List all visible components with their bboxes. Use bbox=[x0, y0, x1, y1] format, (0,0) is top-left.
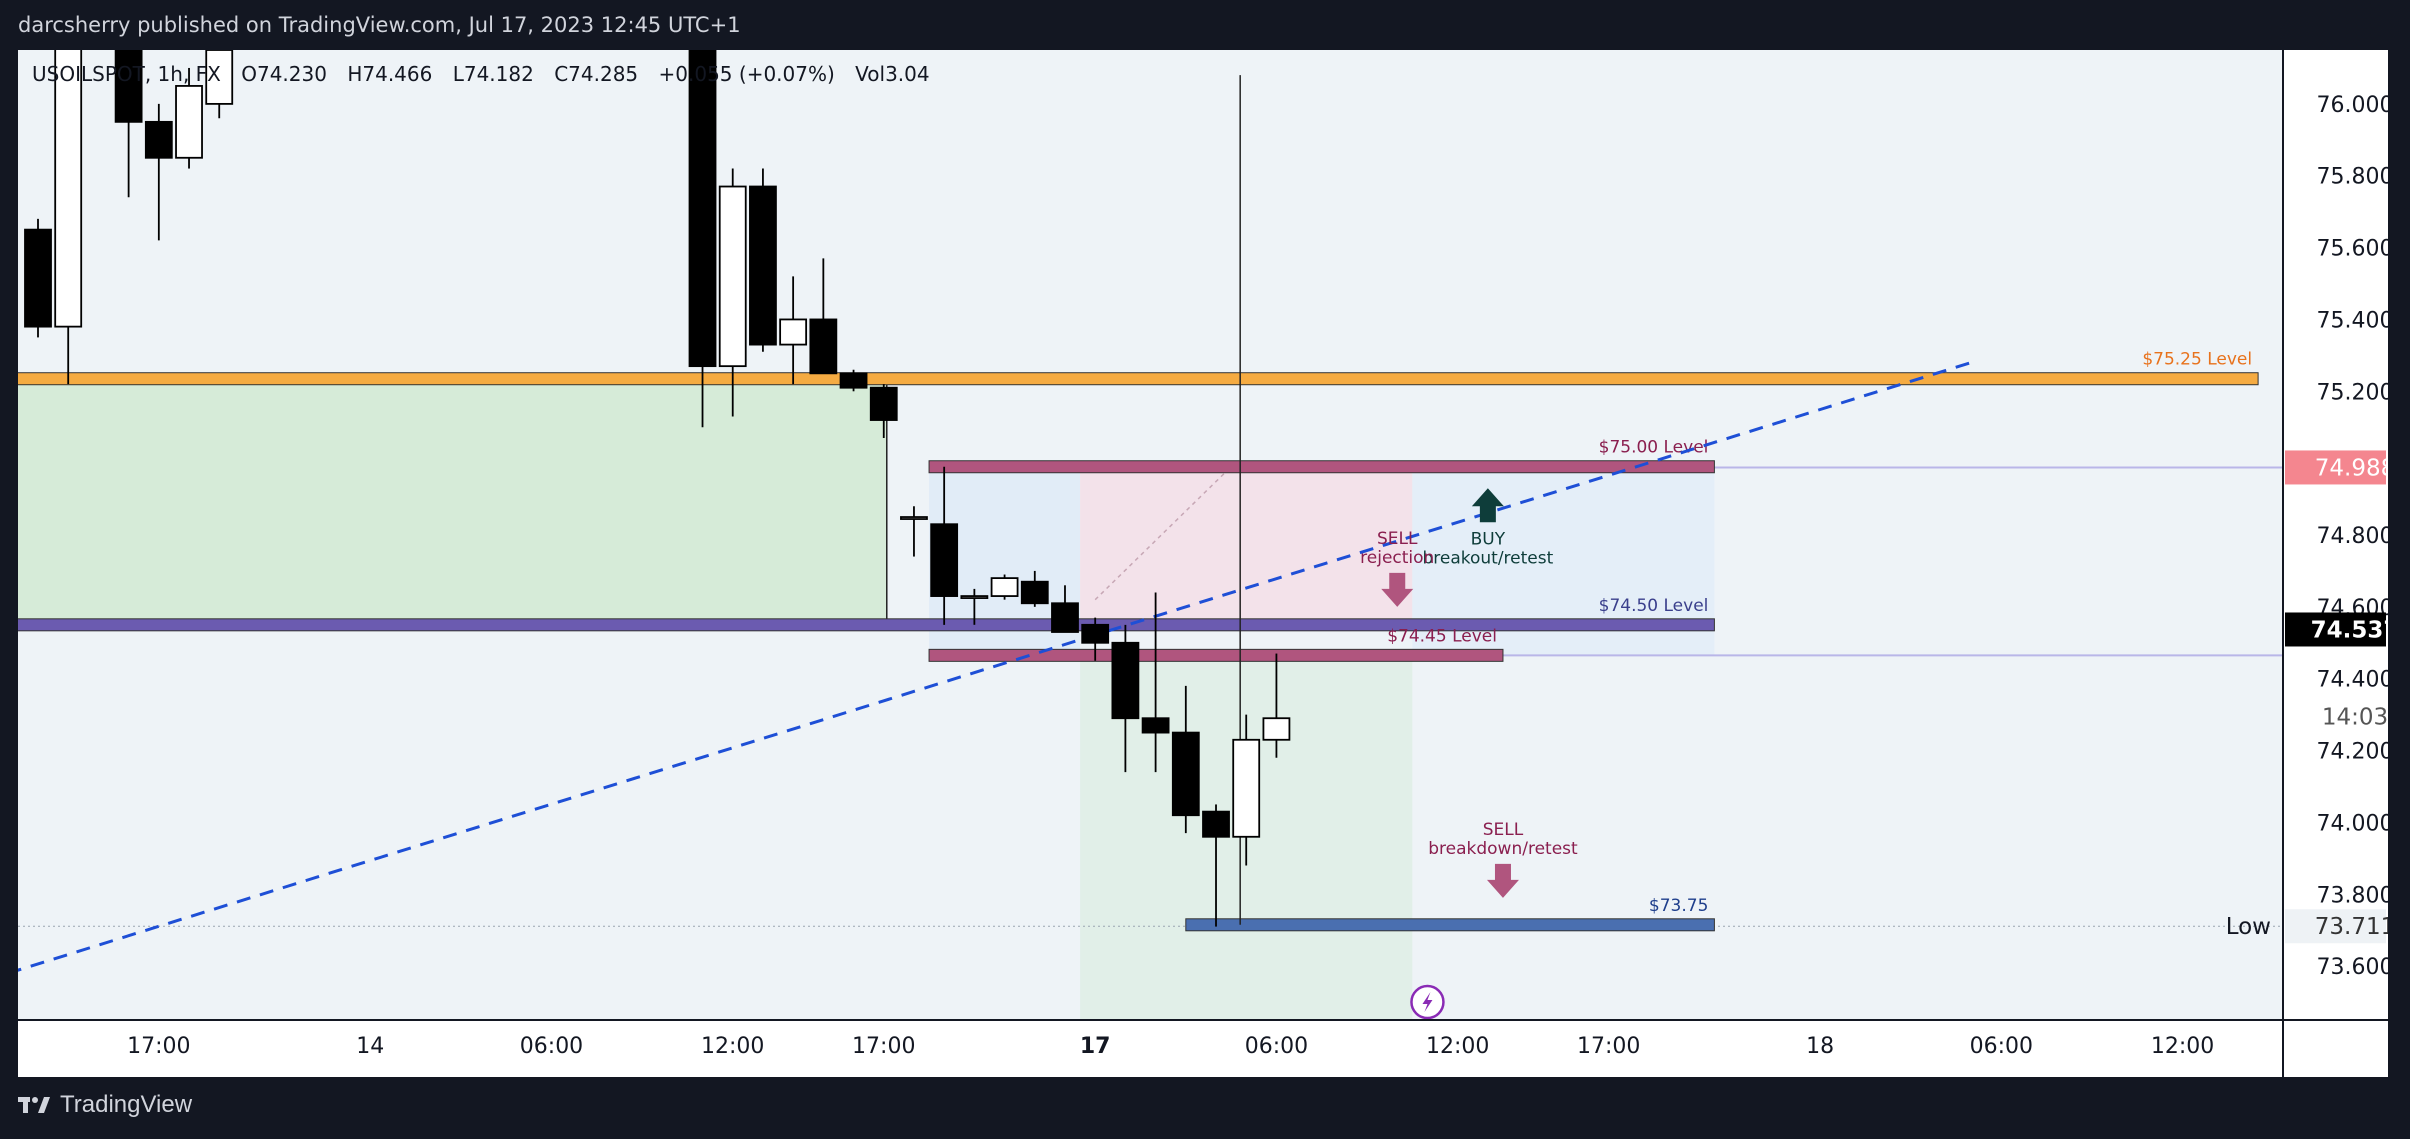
lightning-icon bbox=[1422, 992, 1433, 1013]
legend-close: C74.285 bbox=[554, 62, 639, 86]
candle-body-0 bbox=[24, 228, 52, 328]
candle-body-18 bbox=[1051, 602, 1079, 633]
y-tick-label-8: 74.200 bbox=[2317, 740, 2388, 765]
price-label-3: 73.711 bbox=[2315, 914, 2388, 940]
x-tick-label-8: 17:00 bbox=[1577, 1034, 1640, 1059]
annotation-arrow-1 bbox=[1381, 572, 1414, 607]
y-tick-label-3: 75.400 bbox=[2317, 308, 2388, 333]
candle-body-20 bbox=[1111, 641, 1140, 720]
candle-body-19 bbox=[1081, 623, 1110, 644]
price-label-2: 14:03 bbox=[2322, 704, 2388, 730]
legend-high: H74.466 bbox=[347, 62, 433, 86]
candle-body-23 bbox=[1202, 810, 1230, 838]
level-bar-3 bbox=[928, 648, 1504, 662]
candle-body-25 bbox=[1262, 717, 1291, 741]
candle-body-1 bbox=[54, 50, 83, 328]
level-bar-1 bbox=[928, 460, 1715, 474]
x-tick-label-1: 14 bbox=[356, 1034, 384, 1059]
x-tick-label-5: 17 bbox=[1080, 1034, 1111, 1059]
level-label-2: $74.50 Level bbox=[1599, 596, 1709, 616]
ohlc-legend: USOILSPOT, 1h, FX O74.230 H74.466 L74.18… bbox=[32, 62, 944, 86]
candle-body-8 bbox=[749, 185, 777, 346]
brand-text: TradingView bbox=[60, 1091, 193, 1118]
candle-body-24 bbox=[1232, 738, 1261, 838]
price-label-bg-3 bbox=[2285, 909, 2386, 944]
tradingview-brand[interactable]: TradingView bbox=[18, 1091, 192, 1119]
legend-symbol[interactable]: USOILSPOT, 1h, FX bbox=[32, 62, 221, 86]
low-marker-label: Low bbox=[2226, 914, 2271, 940]
candle-body-3 bbox=[144, 120, 173, 159]
x-tick-label-3: 12:00 bbox=[701, 1034, 764, 1059]
candle-body-22 bbox=[1171, 731, 1200, 817]
candle-body-17 bbox=[1020, 580, 1049, 605]
time-axis-background bbox=[18, 1020, 2388, 1077]
y-tick-label-9: 74.000 bbox=[2317, 811, 2388, 836]
legend-open: O74.230 bbox=[241, 62, 327, 86]
x-tick-label-6: 06:00 bbox=[1245, 1034, 1308, 1059]
candle-body-6 bbox=[688, 50, 717, 368]
annotation-arrow-2 bbox=[1486, 863, 1519, 898]
annotation-text-0-1: breakout/retest bbox=[1422, 548, 1553, 568]
y-tick-label-4: 75.200 bbox=[2317, 380, 2388, 405]
level-bar-0 bbox=[18, 372, 2259, 386]
level-label-0: $75.25 Level bbox=[2142, 350, 2252, 370]
candle-body-13 bbox=[900, 516, 928, 520]
annotation-text-1-0: SELL bbox=[1377, 529, 1418, 549]
x-tick-label-4: 17:00 bbox=[852, 1034, 915, 1059]
candle-body-7 bbox=[718, 185, 747, 368]
x-tick-label-0: 17:00 bbox=[127, 1034, 190, 1059]
y-tick-label-0: 76.000 bbox=[2317, 93, 2388, 118]
annotation-text-1-1: rejection bbox=[1360, 548, 1434, 568]
annotation-text-2-0: SELL bbox=[1483, 820, 1524, 840]
price-axis-background bbox=[2283, 50, 2388, 1020]
y-tick-label-11: 73.600 bbox=[2317, 955, 2388, 980]
candle-body-16 bbox=[990, 577, 1019, 597]
chart-frame[interactable]: $75.25 Level $75.00 Level $74.50 Level $74.… bbox=[18, 50, 2388, 1077]
price-label-bg-1 bbox=[2285, 612, 2386, 647]
y-tick-label-2: 75.600 bbox=[2317, 237, 2388, 262]
legend-change: +0.055 (+0.07%) bbox=[658, 62, 835, 86]
candle-body-10 bbox=[809, 318, 838, 375]
x-tick-label-2: 06:00 bbox=[520, 1034, 583, 1059]
y-tick-label-7: 74.400 bbox=[2317, 668, 2388, 693]
candle-body-5 bbox=[205, 50, 234, 105]
level-bar-4 bbox=[1185, 918, 1715, 932]
legend-volume: Vol3.04 bbox=[855, 62, 930, 86]
candle-body-9 bbox=[779, 318, 808, 346]
x-tick-label-11: 12:00 bbox=[2151, 1034, 2214, 1059]
price-label-bg-2 bbox=[2285, 699, 2386, 734]
demand-zone bbox=[18, 378, 887, 625]
x-tick-label-10: 06:00 bbox=[1970, 1034, 2033, 1059]
published-text: darcsherry published on TradingView.com,… bbox=[18, 13, 741, 37]
level-bar-2 bbox=[18, 618, 1715, 632]
y-tick-label-10: 73.800 bbox=[2317, 883, 2388, 908]
candle-body-21 bbox=[1141, 717, 1170, 734]
candle-body-4 bbox=[175, 85, 203, 159]
candle-body-2 bbox=[114, 50, 143, 123]
price-label-1: 74.537 bbox=[2311, 617, 2388, 643]
sell-zone bbox=[1080, 466, 1413, 625]
x-tick-label-9: 18 bbox=[1806, 1034, 1834, 1059]
candle-body-12 bbox=[869, 386, 898, 421]
trendline bbox=[18, 361, 1972, 972]
tradingview-logo-icon bbox=[18, 1097, 50, 1113]
candle-body-15 bbox=[960, 595, 989, 599]
published-header: darcsherry published on TradingView.com,… bbox=[0, 0, 2410, 50]
price-chart[interactable]: $75.25 Level $75.00 Level $74.50 Level $74.… bbox=[18, 50, 2388, 1077]
annotation-text-0-0: BUY bbox=[1471, 529, 1506, 549]
annotation-arrow-0 bbox=[1471, 488, 1504, 523]
annotation-text-2-1: breakdown/retest bbox=[1428, 839, 1578, 859]
footer-bar: TradingView bbox=[0, 1077, 2410, 1139]
price-label-0: 74.988 bbox=[2315, 455, 2388, 481]
x-tick-label-7: 12:00 bbox=[1426, 1034, 1489, 1059]
y-tick-label-5: 74.800 bbox=[2317, 524, 2388, 549]
level-label-4: $73.75 bbox=[1649, 896, 1708, 916]
candle-body-14 bbox=[930, 523, 959, 597]
candle-body-11 bbox=[839, 372, 868, 389]
legend-low: L74.182 bbox=[452, 62, 534, 86]
level-label-1: $75.00 Level bbox=[1599, 438, 1709, 458]
y-tick-label-1: 75.800 bbox=[2317, 165, 2388, 190]
level-label-3: $74.45 Level bbox=[1387, 626, 1497, 646]
price-label-bg-0 bbox=[2285, 450, 2386, 485]
